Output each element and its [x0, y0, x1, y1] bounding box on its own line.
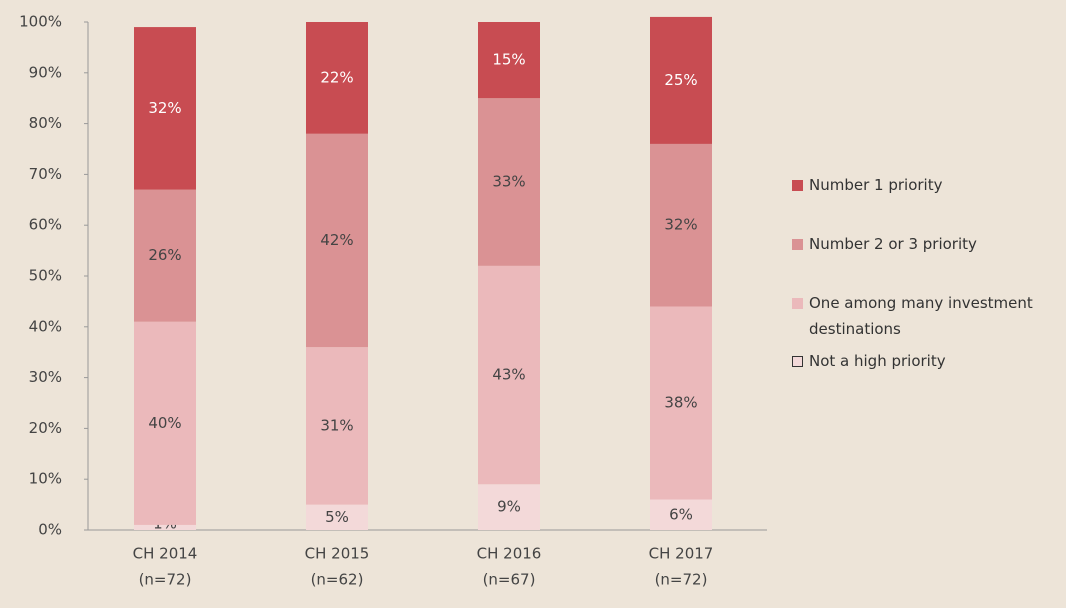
x-tick-label: CH 2016 [477, 545, 542, 563]
data-label: 9% [497, 498, 521, 516]
data-label: 40% [148, 414, 181, 432]
bar-segment [306, 347, 368, 505]
data-label: 38% [664, 394, 697, 412]
y-tick-label: 70% [29, 165, 62, 183]
legend-entry: One among many investment destinations [792, 290, 1062, 342]
bar-segment [134, 321, 196, 525]
legend-entry: Not a high priority [792, 348, 1062, 374]
bar-segment [306, 504, 368, 530]
x-tick-label: CH 2014 [133, 545, 198, 563]
data-label: 5% [325, 508, 349, 526]
bar-segment [306, 133, 368, 348]
y-tick-label: 80% [29, 114, 62, 132]
data-label: 31% [320, 416, 353, 434]
y-tick-label: 20% [29, 419, 62, 437]
bar-segment [478, 484, 540, 530]
legend-label: One among many investment destinations [809, 294, 1033, 338]
data-label: 42% [320, 231, 353, 249]
legend-swatch [792, 180, 803, 191]
data-label: 22% [320, 68, 353, 86]
bar-segment [478, 265, 540, 485]
x-tick-label: (n=67) [483, 571, 536, 589]
x-tick-label: CH 2017 [649, 545, 714, 563]
y-tick-label: 40% [29, 317, 62, 335]
data-label: 25% [664, 71, 697, 89]
y-tick-label: 100% [19, 13, 62, 31]
data-label: 6% [669, 505, 693, 523]
bar-segment [478, 98, 540, 266]
y-tick-label: 0% [38, 521, 62, 539]
data-label: 15% [492, 51, 525, 69]
legend: Number 1 priority Number 2 or 3 priority O… [792, 172, 1062, 407]
x-tick-label: (n=72) [655, 571, 708, 589]
data-label: 33% [492, 173, 525, 191]
legend-label: Not a high priority [809, 352, 946, 370]
legend-label: Number 2 or 3 priority [809, 235, 977, 253]
legend-entry: Number 1 priority [792, 172, 1062, 198]
legend-entry: Number 2 or 3 priority [792, 231, 1062, 257]
bar-segment [650, 16, 712, 144]
bar-segment [306, 22, 368, 134]
bar-segment [134, 189, 196, 322]
x-tick-label: CH 2015 [305, 545, 370, 563]
bar-segment [650, 499, 712, 530]
legend-swatch [792, 239, 803, 250]
data-label: 32% [664, 216, 697, 234]
x-tick-label: (n=72) [139, 571, 192, 589]
y-tick-label: 30% [29, 368, 62, 386]
data-label: 32% [148, 99, 181, 117]
legend-label: Number 1 priority [809, 176, 943, 194]
data-label: 43% [492, 366, 525, 384]
y-tick-label: 50% [29, 267, 62, 285]
bar-segment [134, 27, 196, 190]
bar-segment [650, 143, 712, 307]
legend-swatch [792, 298, 803, 309]
x-tick-label: (n=62) [311, 571, 364, 589]
y-tick-label: 10% [29, 470, 62, 488]
bar-segment [650, 306, 712, 500]
data-label: 26% [148, 246, 181, 264]
bar-segment [478, 22, 540, 99]
legend-swatch [792, 356, 803, 367]
bar-segment [134, 524, 196, 530]
y-tick-label: 60% [29, 216, 62, 234]
y-tick-label: 90% [29, 63, 62, 81]
